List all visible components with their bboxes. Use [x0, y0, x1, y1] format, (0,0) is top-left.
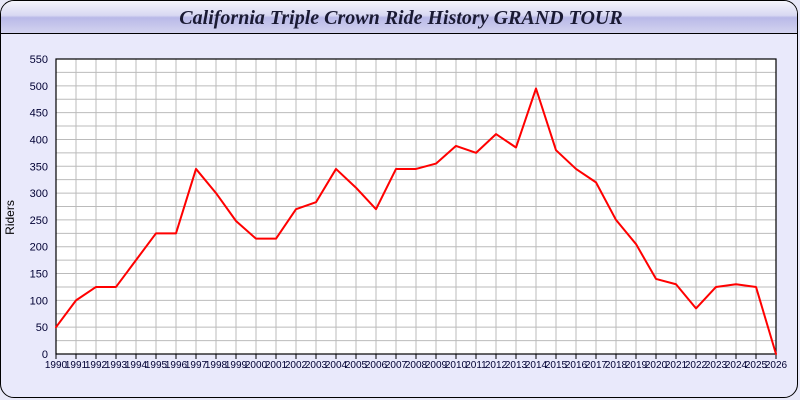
svg-text:450: 450 — [30, 108, 48, 120]
svg-text:2010: 2010 — [445, 360, 468, 371]
svg-text:400: 400 — [30, 134, 48, 146]
svg-text:550: 550 — [30, 54, 48, 66]
svg-text:200: 200 — [30, 242, 48, 254]
svg-text:Riders: Riders — [3, 200, 17, 235]
svg-text:300: 300 — [30, 188, 48, 200]
svg-text:50: 50 — [36, 322, 48, 334]
svg-text:350: 350 — [30, 161, 48, 173]
svg-text:250: 250 — [30, 215, 48, 227]
svg-text:150: 150 — [30, 269, 48, 281]
svg-text:2026: 2026 — [765, 360, 788, 371]
svg-text:500: 500 — [30, 81, 48, 93]
svg-text:100: 100 — [30, 295, 48, 307]
